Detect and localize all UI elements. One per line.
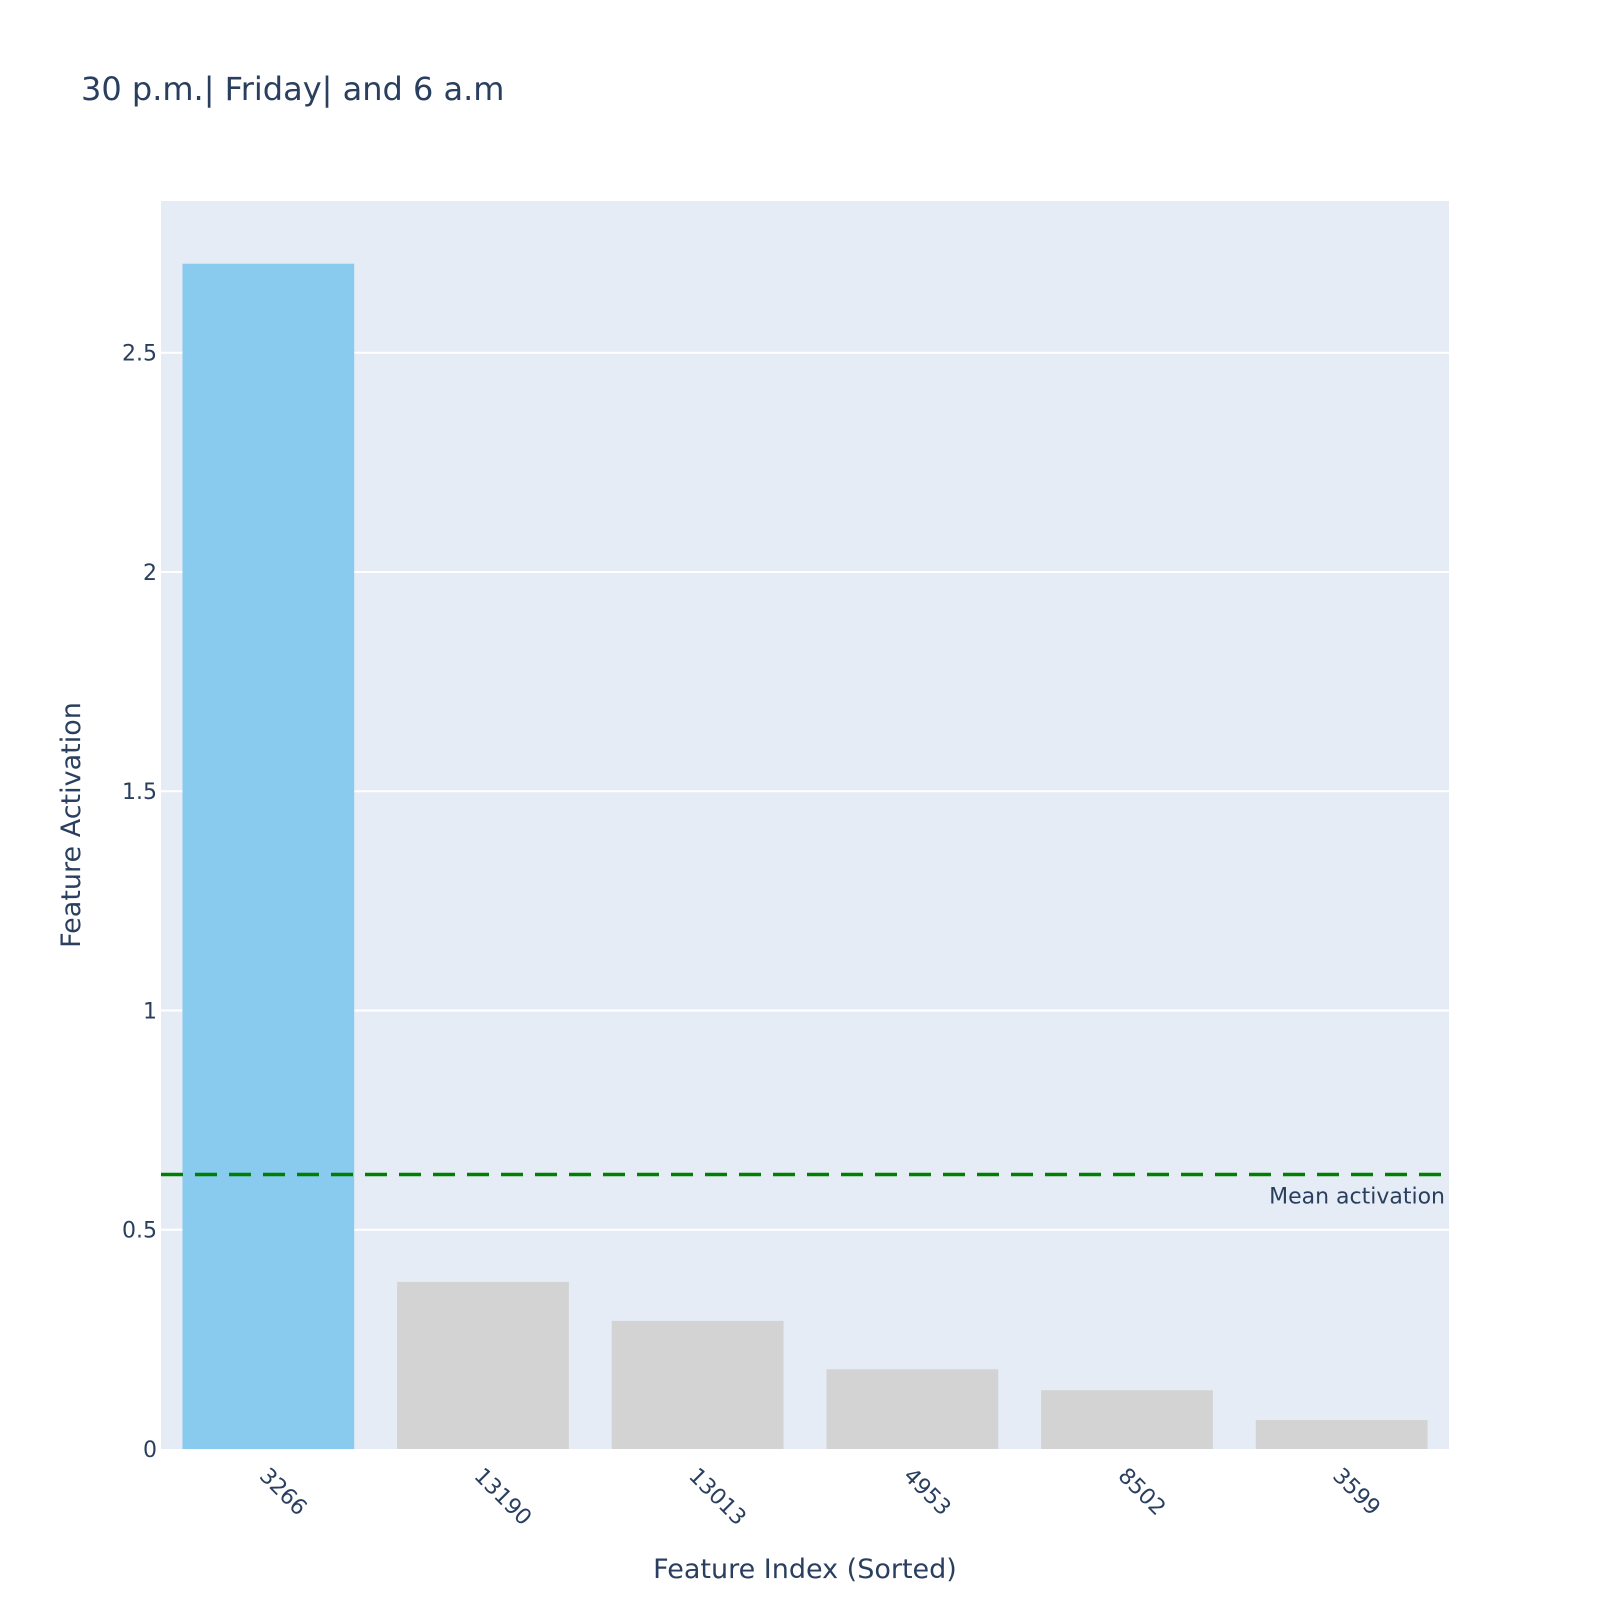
bar-13190 <box>397 1281 569 1449</box>
bar-13013 <box>611 1320 784 1449</box>
y-tick-label: 2.5 <box>122 342 157 367</box>
y-tick-labels: 0 0.5 1 1.5 2 2.5 <box>122 342 157 1463</box>
bar-3599 <box>1255 1420 1428 1449</box>
x-tick-label: 8502 <box>1113 1464 1170 1521</box>
y-axis-title: Feature Activation <box>56 702 87 948</box>
y-tick-label: 1 <box>143 999 157 1024</box>
bar-4953 <box>826 1369 999 1449</box>
mean-line-group: Mean activation <box>161 1172 1449 1209</box>
plot-area <box>161 201 1449 1449</box>
y-tick-label: 0.5 <box>122 1219 157 1244</box>
mean-activation-label: Mean activation <box>1269 1184 1445 1209</box>
bar-3266 <box>182 263 355 1449</box>
y-gridlines <box>161 351 1449 1231</box>
chart-title: 30 p.m.| Friday| and 6 a.m <box>81 70 504 108</box>
x-tick-label: 4953 <box>898 1464 955 1521</box>
x-tick-label: 13190 <box>469 1464 536 1531</box>
x-tick-label: 3266 <box>254 1464 311 1521</box>
x-tick-labels: 3266 13190 13013 4953 8502 3599 <box>254 1464 1385 1531</box>
x-tick-label: 3599 <box>1327 1464 1384 1521</box>
bars <box>182 263 1428 1449</box>
y-tick-label: 0 <box>143 1438 157 1463</box>
x-tick-label: 13013 <box>683 1464 750 1531</box>
y-tick-label: 2 <box>143 561 157 586</box>
bar-8502 <box>1041 1390 1213 1449</box>
y-tick-label: 1.5 <box>122 780 157 805</box>
x-axis-title: Feature Index (Sorted) <box>653 1554 957 1585</box>
